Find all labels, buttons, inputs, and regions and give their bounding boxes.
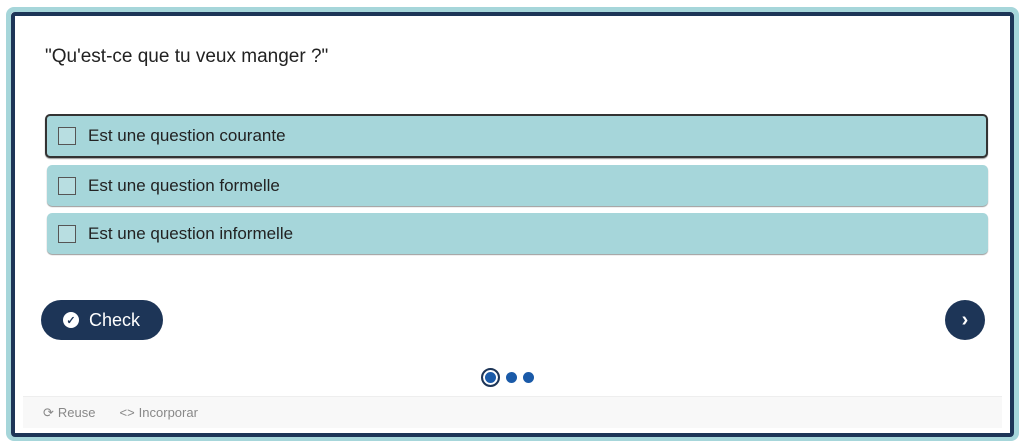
refresh-icon: ⟳ bbox=[43, 404, 54, 420]
check-label: Check bbox=[89, 309, 141, 330]
quiz-frame: "Qu'est-ce que tu veux manger ?" Est une… bbox=[11, 12, 1014, 437]
check-button[interactable]: ✓ Check bbox=[41, 300, 163, 340]
next-button[interactable]: › bbox=[945, 300, 985, 340]
reuse-label: Reuse bbox=[57, 404, 96, 420]
option-1[interactable]: Est une question courante bbox=[45, 114, 988, 158]
footer: ⟳ Reuse <> Incorporar bbox=[23, 396, 1002, 428]
checkbox[interactable] bbox=[58, 127, 76, 145]
question-text: "Qu'est-ce que tu veux manger ?" bbox=[45, 46, 329, 67]
option-2[interactable]: Est une question formelle bbox=[47, 165, 988, 206]
embed-label: Incorporar bbox=[138, 405, 198, 420]
option-label: Est une question informelle bbox=[88, 223, 294, 243]
checkbox[interactable] bbox=[58, 224, 76, 243]
option-3[interactable]: Est une question informelle bbox=[47, 213, 988, 254]
embed-button[interactable]: <> Incorporar bbox=[119, 405, 197, 420]
reuse-button[interactable]: ⟳ Reuse bbox=[43, 405, 95, 421]
page-dot-3[interactable] bbox=[523, 372, 534, 383]
chevron-right-icon: › bbox=[961, 308, 969, 331]
page-dot-1[interactable] bbox=[481, 368, 500, 387]
option-label: Est une question formelle bbox=[88, 175, 280, 195]
code-icon: <> bbox=[119, 405, 135, 420]
outer-border bbox=[6, 7, 1019, 441]
option-label: Est une question courante bbox=[88, 126, 286, 145]
page-dot-2[interactable] bbox=[506, 372, 517, 383]
check-circle-icon: ✓ bbox=[63, 312, 79, 328]
pagination-dots bbox=[481, 368, 534, 387]
checkbox[interactable] bbox=[58, 176, 76, 195]
